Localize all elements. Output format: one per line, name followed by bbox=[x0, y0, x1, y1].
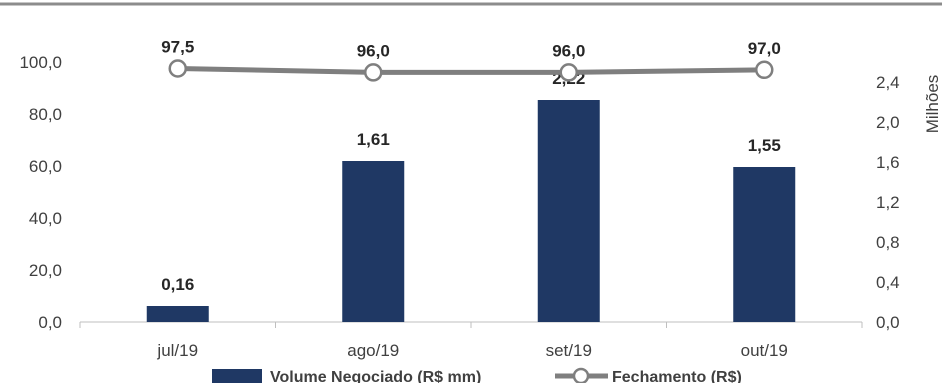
secondary-y-tick-label: 2,0 bbox=[876, 113, 900, 132]
legend-label-fechamento: Fechamento (R$) bbox=[612, 369, 742, 383]
secondary-y-tick-label: 0,8 bbox=[876, 233, 900, 252]
fechamento-series bbox=[168, 59, 774, 82]
primary-y-tick-label: 40,0 bbox=[29, 209, 62, 228]
secondary-y-tick-label: 1,6 bbox=[876, 153, 900, 172]
volume-bar bbox=[146, 306, 209, 322]
fechamento-data-label: 97,0 bbox=[748, 39, 781, 58]
volume-data-label: 0,16 bbox=[161, 275, 194, 294]
volume-bar bbox=[733, 167, 796, 322]
secondary-y-axis: 0,0 0,4 0,8 1,2 1,6 2,0 2,4 bbox=[876, 73, 900, 332]
legend-marker-fechamento bbox=[572, 367, 590, 383]
x-tick-label: ago/19 bbox=[347, 341, 399, 360]
legend: Volume Negociado (R$ mm) Fechamento (R$) bbox=[212, 367, 742, 383]
x-tick-label: set/19 bbox=[546, 341, 592, 360]
volume-data-label: 1,55 bbox=[748, 136, 781, 155]
primary-y-tick-label: 100,0 bbox=[19, 53, 62, 72]
fechamento-data-label: 97,5 bbox=[161, 38, 194, 57]
x-tick-label: jul/19 bbox=[156, 341, 198, 360]
primary-y-tick-label: 60,0 bbox=[29, 157, 62, 176]
secondary-y-tick-label: 1,2 bbox=[876, 193, 900, 212]
fechamento-point bbox=[364, 63, 383, 82]
fechamento-point bbox=[559, 63, 578, 82]
volume-bar bbox=[342, 161, 405, 322]
fechamento-data-labels: 97,5 96,0 96,0 97,0 bbox=[161, 38, 781, 61]
volume-bar bbox=[537, 100, 600, 322]
volume-data-labels: 0,161,612,221,55 bbox=[161, 69, 781, 294]
primary-y-tick-label: 20,0 bbox=[29, 261, 62, 280]
secondary-y-tick-label: 0,0 bbox=[876, 313, 900, 332]
primary-y-tick-label: 80,0 bbox=[29, 105, 62, 124]
fechamento-data-label: 96,0 bbox=[552, 41, 585, 60]
secondary-y-tick-label: 0,4 bbox=[876, 273, 900, 292]
x-tick-label: out/19 bbox=[741, 341, 788, 360]
fechamento-point bbox=[755, 60, 774, 80]
volume-bars bbox=[146, 100, 796, 322]
fechamento-data-label: 96,0 bbox=[357, 41, 390, 60]
legend-swatch-volume bbox=[212, 369, 262, 383]
x-axis: jul/19 ago/19 set/19 out/19 bbox=[79, 322, 863, 360]
secondary-y-tick-label: 2,4 bbox=[876, 73, 900, 92]
primary-y-tick-label: 0,0 bbox=[38, 313, 62, 332]
legend-label-volume: Volume Negociado (R$ mm) bbox=[270, 369, 481, 383]
primary-y-axis: 0,0 20,0 40,0 60,0 80,0 100,0 bbox=[19, 53, 62, 332]
secondary-axis-unit-label: Milhões bbox=[923, 75, 942, 134]
fechamento-point bbox=[168, 59, 187, 78]
fechamento-line bbox=[177, 66, 765, 75]
volume-data-label: 1,61 bbox=[357, 130, 390, 149]
